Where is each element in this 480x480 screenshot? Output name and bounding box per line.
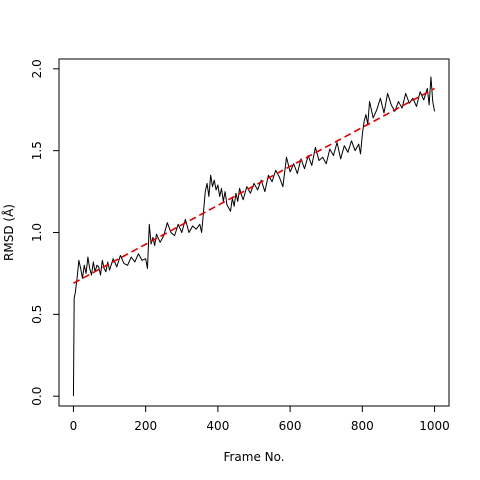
y-axis: 0.0 0.5 1.0 1.5 2.0 xyxy=(30,59,59,406)
y-tick-label: 2.0 xyxy=(30,59,44,78)
x-axis-label: Frame No. xyxy=(223,450,284,464)
y-tick-label: 0.0 xyxy=(30,387,44,406)
x-tick-label: 400 xyxy=(206,419,229,433)
x-tick-label: 200 xyxy=(134,419,157,433)
x-tick-label: 1000 xyxy=(419,419,450,433)
y-axis-label: RMSD (Å) xyxy=(1,204,16,261)
x-tick-label: 600 xyxy=(279,419,302,433)
x-tick-label: 800 xyxy=(351,419,374,433)
x-tick-label: 0 xyxy=(70,419,78,433)
y-tick-label: 0.5 xyxy=(30,305,44,324)
rmsd-series-line xyxy=(72,76,436,397)
y-tick-label: 1.0 xyxy=(30,223,44,242)
trend-line xyxy=(73,87,435,284)
x-axis: 0 200 400 600 800 1000 xyxy=(70,406,450,433)
series-layer xyxy=(72,76,436,397)
y-tick-label: 1.5 xyxy=(30,141,44,160)
